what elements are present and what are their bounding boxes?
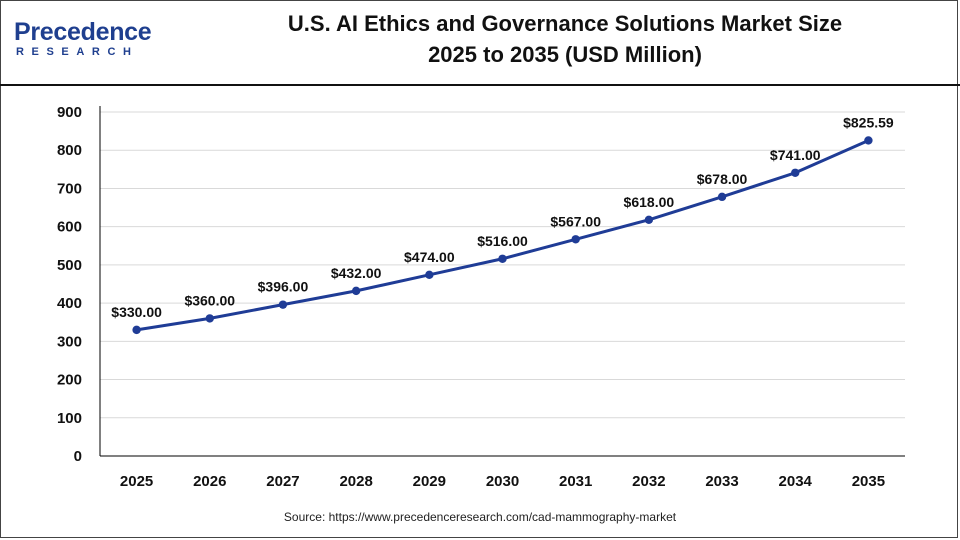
y-tick-label: 700 [57,180,82,197]
x-tick-label: 2035 [852,473,885,490]
brand-subname: RESEARCH [16,46,139,58]
x-tick-label: 2025 [120,473,153,490]
data-point [571,235,580,244]
y-tick-label: 200 [57,372,82,389]
data-label: $741.00 [770,147,821,163]
data-label: $516.00 [477,233,528,249]
data-point [864,136,873,145]
line-chart: 0 100 200 300 400 500 600 700 800 900 2025 2026 2027… [57,104,905,490]
data-label: $360.00 [184,292,235,308]
x-tick-label: 2033 [705,473,738,490]
y-tick-label: 300 [57,333,82,350]
data-label: $567.00 [550,213,601,229]
x-tick-label: 2029 [413,473,446,490]
x-tick-label: 2032 [632,473,665,490]
data-point [498,254,507,263]
brand-name: Precedence [14,18,152,46]
header-divider [0,84,960,86]
data-label: $474.00 [404,249,455,265]
x-tick-label: 2027 [266,473,299,490]
data-point [717,192,727,202]
x-tick-label: 2034 [779,473,813,490]
data-point [351,286,361,296]
data-label: $618.00 [624,194,675,210]
data-label: $396.00 [258,279,309,295]
data-point [132,325,141,335]
data-label: $678.00 [697,171,748,187]
x-tick-label: 2031 [559,473,592,490]
header: Precedence RESEARCH U.S. AI Ethics and G… [0,0,960,86]
data-label: $432.00 [331,265,382,281]
data-point [791,168,800,177]
y-tick-label: 400 [57,295,82,312]
y-tick-label: 0 [74,448,82,465]
data-label: $825.59 [843,114,894,130]
y-tick-label: 900 [57,104,82,121]
y-tick-label: 800 [57,142,82,159]
data-point [425,270,434,280]
data-point [205,314,214,323]
x-tick-label: 2028 [339,473,372,490]
data-point [278,300,288,309]
y-tick-label: 500 [57,257,82,274]
chart-title-line2: 2025 to 2035 (USD Million) [428,42,702,67]
brand-logo: Precedence RESEARCH [14,18,174,62]
source-note: Source: https://www.precedenceresearch.c… [283,510,677,524]
x-tick-label: 2026 [193,473,226,490]
y-tick-label: 600 [57,219,82,236]
data-label: $330.00 [111,304,162,320]
chart-title-line1: U.S. AI Ethics and Governance Solutions … [287,11,843,36]
y-tick-label: 100 [57,410,82,427]
x-tick-label: 2030 [486,473,519,490]
chart-title: U.S. AI Ethics and Governance Solutions … [200,8,930,70]
data-point [644,215,654,224]
